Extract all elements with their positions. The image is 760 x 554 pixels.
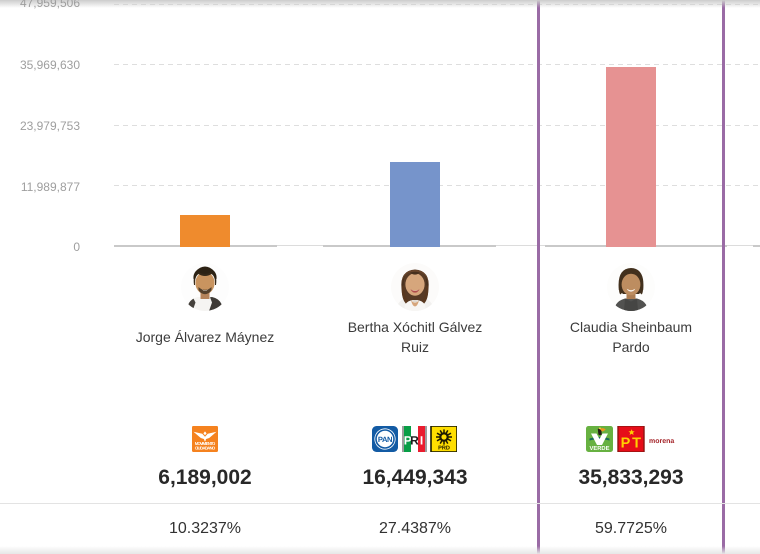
svg-text:morena: morena <box>649 438 674 445</box>
svg-text:I: I <box>420 434 423 448</box>
svg-text:PAN: PAN <box>378 435 392 444</box>
svg-text:T: T <box>632 436 641 452</box>
svg-text:P: P <box>621 436 631 452</box>
svg-text:CIUDADANO: CIUDADANO <box>195 445 216 450</box>
svg-text:MOVIMIENTO: MOVIMIENTO <box>195 441 216 446</box>
svg-text:PRD: PRD <box>438 446 450 452</box>
svg-text:P: P <box>404 434 412 448</box>
svg-text:R: R <box>410 434 419 448</box>
svg-text:VERDE: VERDE <box>590 446 610 452</box>
